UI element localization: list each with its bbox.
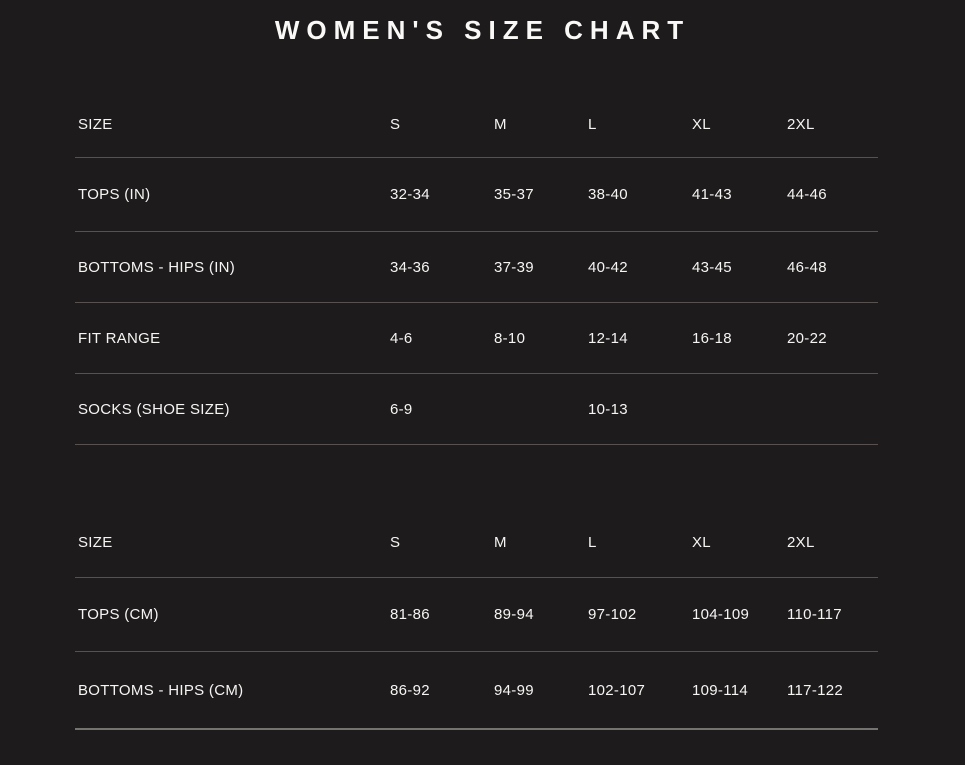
table-row-fit-range: FIT RANGE 4-6 8-10 12-14 16-18 20-22 (75, 303, 878, 374)
row-label: FIT RANGE (78, 329, 161, 347)
cell-2xl: 46-48 (787, 258, 827, 276)
table-header-row: SIZE S M L XL 2XL (75, 92, 878, 158)
cell-l: 12-14 (588, 329, 628, 347)
cell-m: 35-37 (494, 186, 534, 203)
size-table-centimeters: SIZE S M L XL 2XL TOPS (CM) 81-86 89-94 … (75, 507, 878, 730)
cell-2xl: 44-46 (787, 186, 827, 203)
column-header-m: M (494, 533, 507, 551)
cell-xl: 109-114 (692, 681, 749, 699)
row-label: BOTTOMS - HIPS (IN) (78, 258, 236, 276)
cell-2xl: 110-117 (787, 606, 842, 623)
row-label: BOTTOMS - HIPS (CM) (78, 681, 244, 699)
row-label: TOPS (CM) (78, 606, 159, 623)
cell-s: 32-34 (390, 186, 430, 203)
cell-xl: 104-109 (692, 606, 750, 623)
cell-2xl: 117-122 (787, 681, 844, 699)
column-header-2xl: 2XL (787, 116, 815, 133)
cell-xl: 16-18 (692, 329, 732, 347)
cell-m: 89-94 (494, 606, 534, 623)
column-header-s: S (390, 116, 401, 133)
row-label: TOPS (IN) (78, 186, 151, 203)
table-row-bottoms-hips-in: BOTTOMS - HIPS (IN) 34-36 37-39 40-42 43… (75, 232, 878, 303)
table-row-socks-shoe-size: SOCKS (SHOE SIZE) 6-9 10-13 (75, 374, 878, 445)
column-header-l: L (588, 533, 597, 551)
table-header-row: SIZE S M L XL 2XL (75, 507, 878, 578)
cell-xl: 43-45 (692, 258, 732, 276)
cell-m: 94-99 (494, 681, 534, 699)
row-label: SOCKS (SHOE SIZE) (78, 400, 230, 418)
table-row-tops-cm: TOPS (CM) 81-86 89-94 97-102 104-109 110… (75, 578, 878, 652)
cell-s: 6-9 (390, 400, 413, 418)
table-row-bottoms-hips-cm: BOTTOMS - HIPS (CM) 86-92 94-99 102-107 … (75, 652, 878, 730)
column-header-l: L (588, 116, 597, 133)
column-header-size: SIZE (78, 116, 113, 133)
cell-s: 86-92 (390, 681, 430, 699)
cell-2xl: 20-22 (787, 329, 827, 347)
cell-s: 4-6 (390, 329, 413, 347)
cell-xl: 41-43 (692, 186, 732, 203)
cell-l: 38-40 (588, 186, 628, 203)
column-header-xl: XL (692, 116, 711, 133)
column-header-size: SIZE (78, 533, 113, 551)
size-table-inches: SIZE S M L XL 2XL TOPS (IN) 32-34 35-37 … (75, 92, 878, 445)
column-header-s: S (390, 533, 401, 551)
table-row-tops-in: TOPS (IN) 32-34 35-37 38-40 41-43 44-46 (75, 158, 878, 232)
cell-m: 8-10 (494, 329, 526, 347)
cell-m: 37-39 (494, 258, 534, 276)
column-header-2xl: 2XL (787, 533, 815, 551)
page-title: WOMEN'S SIZE CHART (274, 15, 691, 45)
cell-l: 10-13 (588, 400, 628, 418)
cell-l: 40-42 (588, 258, 628, 276)
column-header-xl: XL (692, 533, 711, 551)
cell-l: 102-107 (588, 681, 646, 699)
cell-s: 34-36 (390, 258, 430, 276)
cell-l: 97-102 (588, 606, 637, 623)
cell-s: 81-86 (390, 606, 430, 623)
column-header-m: M (494, 116, 507, 133)
